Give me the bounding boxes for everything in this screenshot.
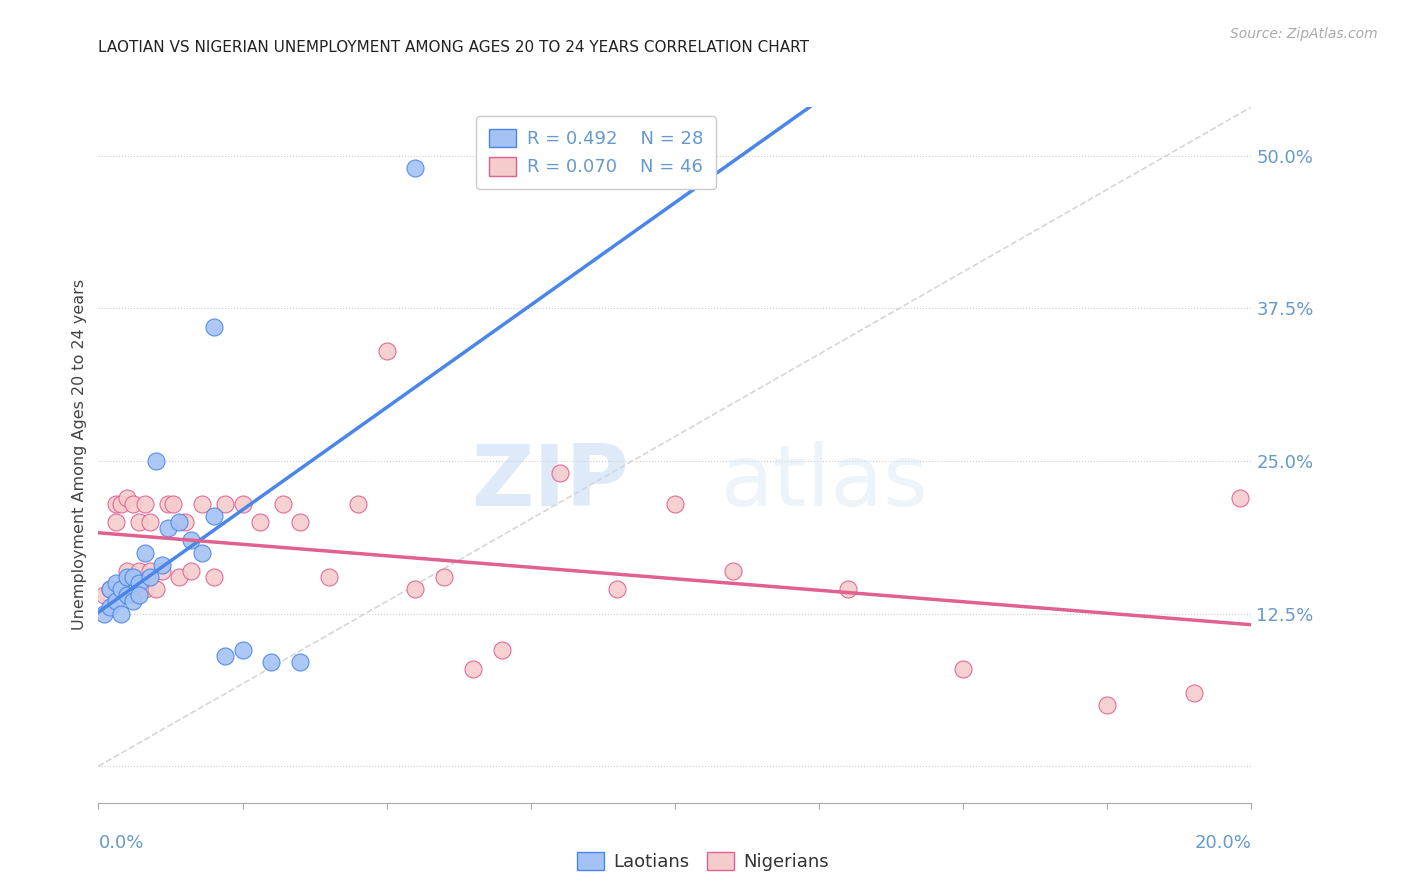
Point [249,515,271,529]
Text: Source: ZipAtlas.com: Source: ZipAtlas.com [1230,27,1378,41]
Point [491,643,513,657]
Point [375,344,398,359]
Point [180,533,202,548]
Point [174,515,197,529]
Point [461,661,484,675]
Point [110,607,132,621]
Point [837,582,859,597]
Point [104,497,127,511]
Text: 20.0%: 20.0% [1195,834,1251,852]
Point [134,582,156,597]
Point [167,515,190,529]
Text: ZIP: ZIP [471,442,628,524]
Point [122,497,145,511]
Point [150,564,173,578]
Point [117,564,139,578]
Point [98,582,121,597]
Point [191,497,214,511]
Point [231,497,254,511]
Point [1229,491,1251,505]
Point [93,588,115,602]
Point [290,656,312,670]
Point [162,497,184,511]
Point [150,558,173,572]
Point [346,497,368,511]
Point [214,497,236,511]
Point [110,582,132,597]
Point [110,497,132,511]
Point [952,661,974,675]
Text: 0.0%: 0.0% [98,834,143,852]
Point [139,515,162,529]
Point [156,521,179,535]
Point [202,319,225,334]
Legend: Laotians, Nigerians: Laotians, Nigerians [569,845,837,879]
Point [128,588,150,602]
Point [110,582,132,597]
Point [134,497,156,511]
Point [98,582,121,597]
Point [271,497,294,511]
Point [180,564,202,578]
Point [191,545,214,559]
Point [134,545,156,559]
Point [433,570,456,584]
Y-axis label: Unemployment Among Ages 20 to 24 years: Unemployment Among Ages 20 to 24 years [72,279,87,631]
Point [145,454,167,468]
Point [122,570,145,584]
Point [202,508,225,523]
Point [104,576,127,591]
Point [128,576,150,591]
Point [104,515,127,529]
Point [167,570,190,584]
Point [139,564,162,578]
Point [231,643,254,657]
Point [606,582,628,597]
Point [214,649,236,664]
Point [318,570,340,584]
Text: atlas: atlas [721,442,929,524]
Point [1182,686,1205,700]
Point [1097,698,1119,713]
Point [664,497,686,511]
Point [128,515,150,529]
Legend: R = 0.492    N = 28, R = 0.070    N = 46: R = 0.492 N = 28, R = 0.070 N = 46 [477,116,716,189]
Text: LAOTIAN VS NIGERIAN UNEMPLOYMENT AMONG AGES 20 TO 24 YEARS CORRELATION CHART: LAOTIAN VS NIGERIAN UNEMPLOYMENT AMONG A… [98,40,810,55]
Point [117,491,139,505]
Point [117,570,139,584]
Point [145,582,167,597]
Point [405,582,427,597]
Point [104,594,127,608]
Point [548,467,571,481]
Point [98,600,121,615]
Point [122,594,145,608]
Point [290,515,312,529]
Point [93,607,115,621]
Point [202,570,225,584]
Point [721,564,744,578]
Point [128,564,150,578]
Point [156,497,179,511]
Point [139,570,162,584]
Point [117,588,139,602]
Point [260,656,283,670]
Point [405,161,427,175]
Point [122,570,145,584]
